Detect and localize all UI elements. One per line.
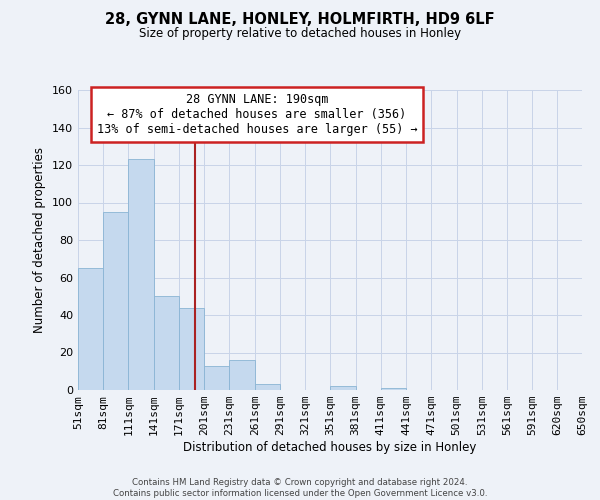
Y-axis label: Number of detached properties: Number of detached properties xyxy=(34,147,46,333)
Bar xyxy=(331,386,356,390)
Bar xyxy=(78,268,103,390)
Text: 28, GYNN LANE, HONLEY, HOLMFIRTH, HD9 6LF: 28, GYNN LANE, HONLEY, HOLMFIRTH, HD9 6L… xyxy=(105,12,495,28)
Bar xyxy=(179,308,204,390)
Bar xyxy=(154,296,179,390)
Bar xyxy=(128,160,154,390)
Text: Size of property relative to detached houses in Honley: Size of property relative to detached ho… xyxy=(139,28,461,40)
Bar xyxy=(254,384,280,390)
Bar xyxy=(103,212,128,390)
Bar xyxy=(229,360,254,390)
Bar xyxy=(204,366,229,390)
X-axis label: Distribution of detached houses by size in Honley: Distribution of detached houses by size … xyxy=(184,441,476,454)
Text: 28 GYNN LANE: 190sqm
← 87% of detached houses are smaller (356)
13% of semi-deta: 28 GYNN LANE: 190sqm ← 87% of detached h… xyxy=(97,93,417,136)
Bar xyxy=(381,388,406,390)
Text: Contains HM Land Registry data © Crown copyright and database right 2024.
Contai: Contains HM Land Registry data © Crown c… xyxy=(113,478,487,498)
